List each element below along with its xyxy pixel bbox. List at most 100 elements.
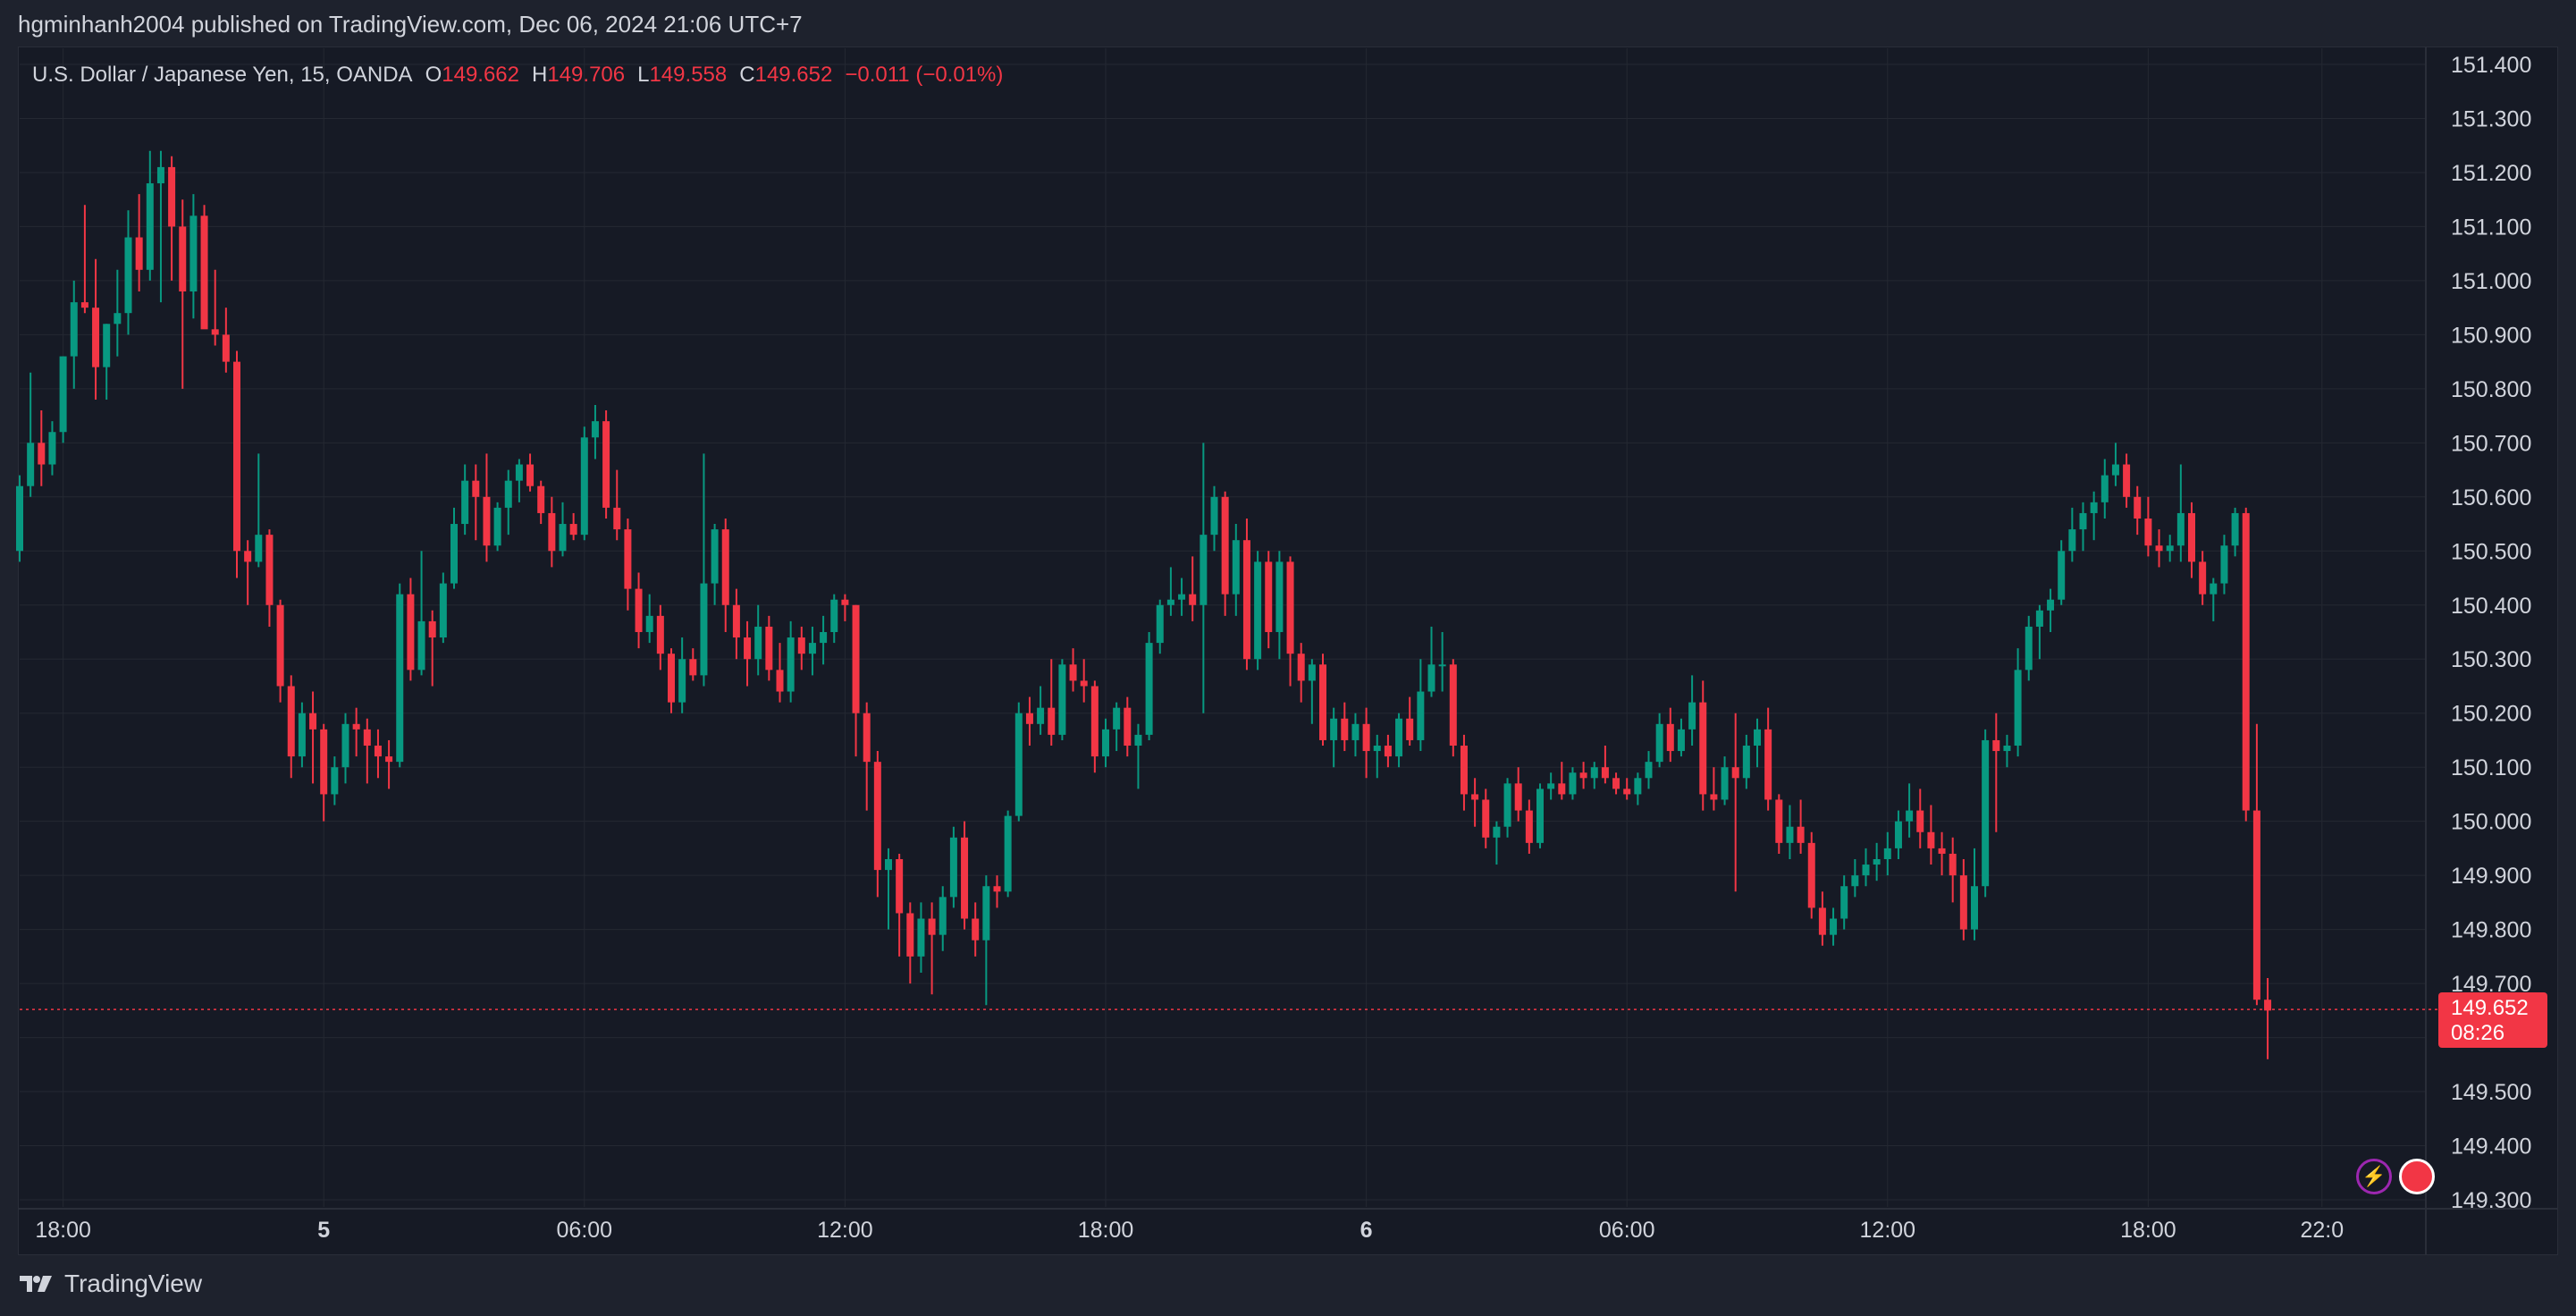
candle-body: [287, 686, 295, 757]
candle-body: [1525, 810, 1533, 843]
candle-body: [1341, 718, 1349, 740]
low-label: L: [637, 63, 650, 87]
candle-body: [906, 913, 914, 957]
candle-body: [1807, 842, 1815, 908]
candle-body: [103, 324, 111, 367]
candle-body: [439, 583, 447, 638]
candle-body: [2188, 512, 2195, 562]
candle-body: [2264, 1000, 2272, 1011]
candle-body: [678, 659, 686, 703]
candle-body: [1275, 561, 1284, 632]
grid-lines: [20, 48, 2426, 1207]
candle-body: [168, 166, 176, 227]
price-tick-label: 149.500: [2451, 1080, 2531, 1105]
candle-body: [993, 886, 1001, 892]
candle-body: [59, 356, 67, 433]
price-tick-label: 150.400: [2451, 594, 2531, 619]
last-price-badge: 149.652 08:26: [2438, 992, 2547, 1048]
candle-body: [1493, 826, 1501, 838]
time-tick-label: 18:00: [2120, 1218, 2176, 1243]
candle-body: [700, 583, 708, 676]
candle-body: [1395, 718, 1403, 757]
candle-body: [1145, 643, 1153, 735]
candle-body: [1634, 778, 1642, 795]
candle-body: [1113, 707, 1121, 730]
candle-body: [16, 485, 23, 552]
candle-body: [48, 432, 56, 465]
price-tick-label: 150.800: [2451, 377, 2531, 402]
candle-body: [200, 215, 208, 330]
candle-body: [569, 524, 577, 536]
candle-body: [537, 485, 545, 513]
candle-body: [841, 599, 849, 605]
time-tick-label: 22:0: [2300, 1218, 2344, 1243]
candle-body: [70, 302, 78, 357]
candle-body: [580, 437, 588, 536]
candle-body: [711, 529, 719, 584]
candle-body: [2014, 670, 2022, 746]
price-tick-label: 150.700: [2451, 431, 2531, 456]
candle-body: [1623, 789, 1631, 795]
candle-body: [1438, 664, 1446, 667]
candle-body: [1004, 815, 1012, 892]
candle-body: [1373, 746, 1381, 752]
candle-body: [1406, 718, 1414, 740]
candle-body: [1460, 746, 1468, 795]
candle-body: [1731, 767, 1739, 779]
candle-body: [1655, 723, 1663, 763]
low-value: 149.558: [649, 63, 728, 87]
flash-icon[interactable]: ⚡: [2356, 1159, 2392, 1194]
candle-body: [1482, 799, 1490, 838]
candle-body: [1959, 875, 1967, 930]
high-label: H: [532, 63, 548, 87]
time-tick-label: 12:00: [1860, 1218, 1916, 1243]
candle-body: [374, 746, 382, 757]
change-value: −0.011 (−0.01%): [845, 63, 1004, 87]
last-price-value: 149.652: [2451, 996, 2529, 1020]
candle-body: [1048, 707, 1056, 735]
candle-body: [961, 837, 969, 919]
candle-body: [2068, 529, 2076, 552]
candle-body: [1797, 826, 1805, 843]
candle-body: [1178, 594, 1186, 600]
symbol-legend[interactable]: U.S. Dollar / Japanese Yen, 15, OANDA O14…: [32, 63, 1003, 88]
price-tick-label: 150.000: [2451, 810, 2531, 835]
candle-body: [1971, 886, 1978, 930]
candle-body: [483, 496, 491, 546]
candle-body: [1764, 729, 1772, 800]
candle-body: [744, 637, 752, 660]
candle-body: [363, 729, 371, 746]
candle-body: [635, 588, 643, 632]
publisher-text: hgminhanh2004 published on TradingView.c…: [18, 11, 803, 38]
candle-body: [1102, 729, 1109, 757]
tradingview-logo-icon: [20, 1276, 52, 1292]
candle-body: [820, 632, 828, 644]
candle-body: [1014, 713, 1023, 816]
high-value: 149.706: [547, 63, 626, 87]
tradingview-brand[interactable]: TradingView: [18, 1270, 202, 1298]
candle-body: [602, 421, 610, 508]
candle-body: [2123, 464, 2131, 497]
candle-body: [526, 464, 535, 486]
candle-body: [1417, 691, 1425, 740]
candle-body: [1514, 783, 1522, 811]
candle-body: [1590, 767, 1598, 779]
candle-body: [972, 918, 980, 941]
candle-body: [2252, 810, 2260, 1000]
candle-body: [1449, 664, 1457, 746]
time-tick-label: 5: [317, 1218, 330, 1243]
candle-body: [1558, 783, 1566, 795]
candle-body: [1862, 865, 1870, 876]
candle-body: [1949, 853, 1957, 876]
candle-body: [1058, 664, 1066, 735]
candle-body: [1547, 783, 1555, 789]
candle-body: [1927, 831, 1935, 848]
candle-body: [928, 918, 936, 935]
candle-body: [1471, 794, 1479, 800]
candle-body: [1894, 821, 1902, 848]
candle-body: [189, 215, 198, 291]
us-flag-icon[interactable]: [2399, 1159, 2435, 1194]
candle-body: [124, 237, 132, 314]
price-tick-label: 151.400: [2451, 53, 2531, 78]
